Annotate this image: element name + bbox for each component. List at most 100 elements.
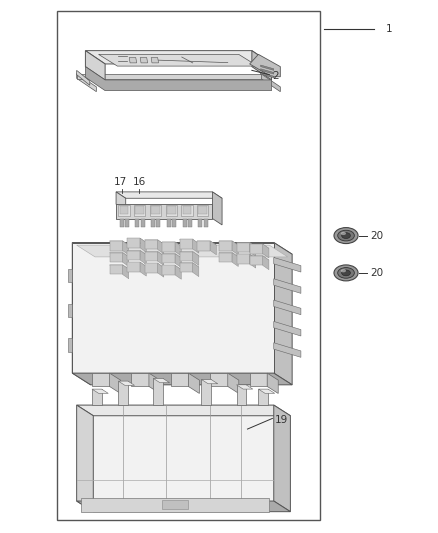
Polygon shape — [197, 241, 210, 251]
Polygon shape — [197, 205, 208, 216]
Polygon shape — [162, 265, 175, 275]
Polygon shape — [131, 373, 149, 386]
Polygon shape — [68, 304, 72, 317]
Polygon shape — [232, 241, 238, 255]
Polygon shape — [274, 321, 301, 336]
Polygon shape — [140, 251, 146, 264]
Polygon shape — [162, 254, 175, 263]
Polygon shape — [77, 74, 261, 79]
Polygon shape — [92, 389, 102, 405]
Ellipse shape — [338, 230, 354, 241]
Polygon shape — [175, 265, 181, 279]
Polygon shape — [237, 254, 256, 259]
Polygon shape — [250, 244, 263, 254]
Polygon shape — [171, 373, 188, 386]
Polygon shape — [162, 500, 188, 509]
Polygon shape — [127, 238, 140, 248]
Polygon shape — [180, 263, 199, 267]
Polygon shape — [201, 379, 211, 405]
Polygon shape — [145, 252, 164, 256]
Polygon shape — [180, 252, 193, 261]
Polygon shape — [188, 373, 199, 393]
Polygon shape — [118, 205, 130, 216]
Polygon shape — [180, 239, 193, 249]
Polygon shape — [263, 256, 269, 270]
Polygon shape — [151, 206, 160, 214]
Polygon shape — [72, 243, 292, 254]
Polygon shape — [120, 206, 128, 214]
Polygon shape — [210, 373, 228, 386]
Polygon shape — [183, 219, 187, 227]
Polygon shape — [180, 252, 199, 256]
Polygon shape — [125, 219, 129, 227]
Polygon shape — [127, 262, 146, 266]
Polygon shape — [85, 51, 105, 80]
Polygon shape — [145, 263, 164, 268]
Polygon shape — [150, 205, 161, 216]
Ellipse shape — [334, 228, 358, 244]
Polygon shape — [127, 251, 140, 260]
Polygon shape — [250, 243, 256, 256]
Polygon shape — [237, 385, 246, 405]
Polygon shape — [212, 192, 222, 225]
Polygon shape — [110, 265, 123, 274]
Polygon shape — [110, 253, 129, 257]
Polygon shape — [123, 265, 129, 279]
Polygon shape — [237, 243, 250, 252]
Polygon shape — [116, 192, 222, 198]
Polygon shape — [85, 67, 272, 91]
Polygon shape — [261, 72, 274, 78]
Polygon shape — [77, 70, 90, 85]
Polygon shape — [198, 206, 207, 214]
Polygon shape — [237, 385, 253, 389]
Polygon shape — [116, 204, 212, 219]
Bar — [57, 11, 320, 520]
Polygon shape — [210, 241, 216, 255]
Polygon shape — [140, 238, 146, 252]
Text: 19: 19 — [275, 415, 288, 425]
Polygon shape — [153, 378, 163, 405]
Polygon shape — [250, 244, 269, 248]
Polygon shape — [180, 263, 193, 272]
Polygon shape — [267, 373, 278, 393]
Polygon shape — [72, 243, 91, 385]
Polygon shape — [77, 501, 290, 512]
Polygon shape — [250, 373, 267, 386]
Ellipse shape — [342, 232, 350, 238]
Polygon shape — [198, 219, 202, 227]
Polygon shape — [250, 254, 256, 268]
Polygon shape — [77, 74, 96, 92]
Polygon shape — [232, 253, 238, 266]
Polygon shape — [261, 74, 280, 92]
Ellipse shape — [338, 268, 354, 278]
Polygon shape — [162, 242, 181, 246]
Polygon shape — [188, 219, 192, 227]
Polygon shape — [219, 241, 232, 251]
Polygon shape — [110, 241, 129, 245]
Polygon shape — [141, 219, 145, 227]
Polygon shape — [99, 54, 258, 66]
Polygon shape — [197, 241, 216, 245]
Polygon shape — [110, 241, 123, 251]
Polygon shape — [81, 498, 269, 512]
Polygon shape — [145, 252, 158, 261]
Polygon shape — [118, 381, 128, 405]
Polygon shape — [162, 242, 175, 252]
Polygon shape — [193, 252, 199, 265]
Text: 20: 20 — [370, 268, 383, 278]
Polygon shape — [201, 379, 218, 384]
Polygon shape — [77, 245, 288, 257]
Polygon shape — [92, 389, 108, 393]
Polygon shape — [77, 405, 274, 501]
Polygon shape — [263, 244, 269, 258]
Polygon shape — [151, 58, 159, 63]
Polygon shape — [237, 254, 250, 264]
Polygon shape — [162, 254, 181, 258]
Text: 17: 17 — [114, 176, 127, 187]
Text: 16: 16 — [133, 176, 146, 187]
Polygon shape — [110, 265, 129, 269]
Polygon shape — [219, 253, 238, 257]
Polygon shape — [261, 69, 274, 74]
Ellipse shape — [342, 270, 350, 276]
Polygon shape — [237, 243, 256, 247]
